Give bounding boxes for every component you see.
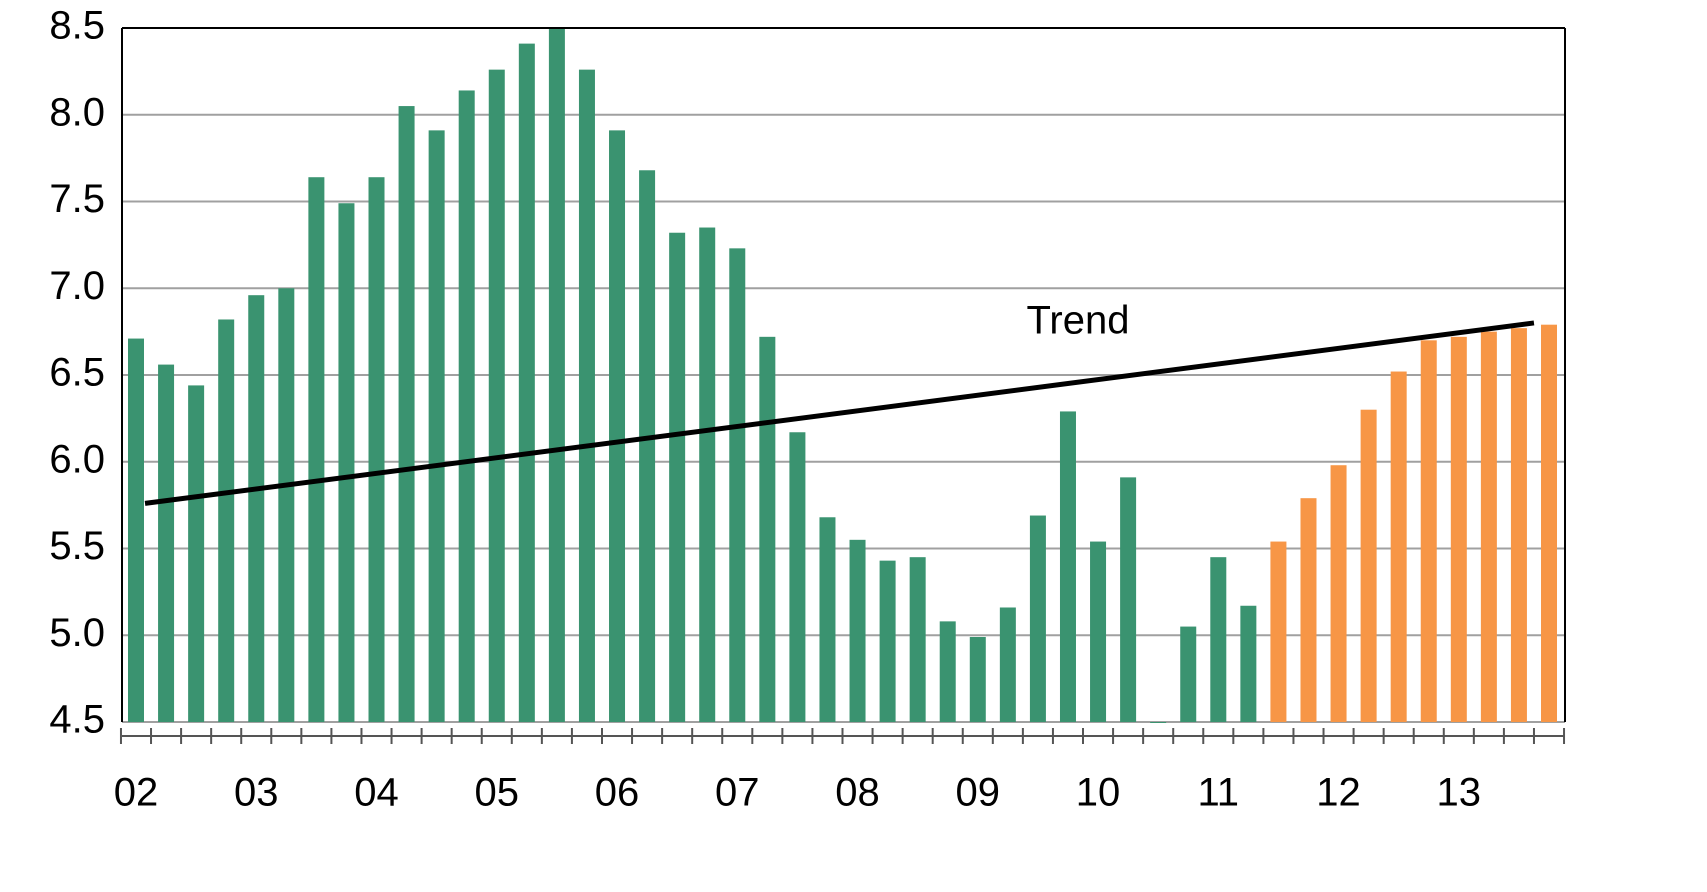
trend-line bbox=[144, 320, 1535, 506]
bar bbox=[278, 288, 295, 722]
bar bbox=[1330, 465, 1347, 722]
bar bbox=[338, 203, 355, 723]
bar bbox=[1450, 336, 1467, 722]
bar bbox=[1390, 371, 1407, 722]
x-tick-label: 06 bbox=[595, 771, 640, 815]
bar bbox=[1210, 557, 1227, 722]
bar bbox=[1300, 498, 1317, 722]
bar bbox=[1240, 605, 1257, 722]
bar bbox=[759, 336, 776, 722]
bar bbox=[1150, 722, 1167, 723]
bar bbox=[128, 338, 144, 722]
bar bbox=[188, 385, 205, 722]
bar bbox=[368, 177, 385, 722]
trend-label: Trend bbox=[1026, 299, 1129, 343]
bar bbox=[639, 170, 656, 722]
bar bbox=[849, 539, 866, 722]
bar bbox=[669, 232, 686, 723]
bar bbox=[999, 607, 1016, 722]
bar bbox=[1029, 515, 1046, 722]
y-tick-label: 8.0 bbox=[49, 90, 105, 134]
bar bbox=[1120, 477, 1137, 722]
y-tick-label: 6.0 bbox=[49, 437, 105, 481]
bar bbox=[428, 130, 445, 723]
bar bbox=[729, 248, 746, 722]
bar bbox=[578, 69, 595, 722]
x-tick-label: 08 bbox=[835, 771, 880, 815]
bar bbox=[879, 560, 896, 722]
bar bbox=[488, 69, 505, 722]
bar bbox=[1510, 328, 1527, 722]
bar bbox=[1420, 340, 1437, 722]
bar bbox=[218, 319, 235, 722]
bar bbox=[548, 28, 565, 722]
bar bbox=[1541, 324, 1557, 722]
x-tick-label: 05 bbox=[475, 771, 520, 815]
bar bbox=[819, 517, 836, 722]
bar bbox=[1059, 411, 1076, 722]
bar bbox=[308, 177, 325, 722]
bar bbox=[1270, 541, 1287, 722]
bar bbox=[158, 364, 175, 722]
bar bbox=[969, 636, 986, 722]
bar bbox=[789, 432, 806, 722]
x-tick-label: 09 bbox=[956, 771, 1001, 815]
bar bbox=[1090, 541, 1107, 722]
y-tick-label: 8.5 bbox=[49, 4, 105, 48]
y-tick-label: 6.5 bbox=[49, 351, 105, 395]
bar bbox=[909, 557, 926, 722]
bar bbox=[609, 130, 626, 723]
bar bbox=[699, 227, 716, 722]
x-tick-label: 03 bbox=[234, 771, 279, 815]
x-tick-label: 13 bbox=[1437, 771, 1482, 815]
bar bbox=[939, 621, 956, 722]
bar bbox=[1360, 409, 1377, 722]
y-tick-label: 5.5 bbox=[49, 524, 105, 568]
y-tick-label: 7.0 bbox=[49, 264, 105, 308]
y-tick-label: 4.5 bbox=[49, 698, 105, 742]
x-tick-label: 02 bbox=[114, 771, 159, 815]
x-tick-label: 04 bbox=[354, 771, 399, 815]
bar bbox=[398, 106, 415, 722]
bar bbox=[1480, 331, 1497, 722]
bar bbox=[518, 43, 535, 723]
x-tick-label: 12 bbox=[1316, 771, 1361, 815]
x-tick-label: 11 bbox=[1198, 771, 1240, 815]
y-tick-label: 5.0 bbox=[49, 611, 105, 655]
bar bbox=[248, 295, 265, 722]
bar bbox=[458, 90, 475, 722]
y-tick-label: 7.5 bbox=[49, 177, 105, 221]
bar bbox=[1180, 626, 1197, 722]
x-tick-label: 10 bbox=[1076, 771, 1121, 815]
x-tick-label: 07 bbox=[715, 771, 760, 815]
